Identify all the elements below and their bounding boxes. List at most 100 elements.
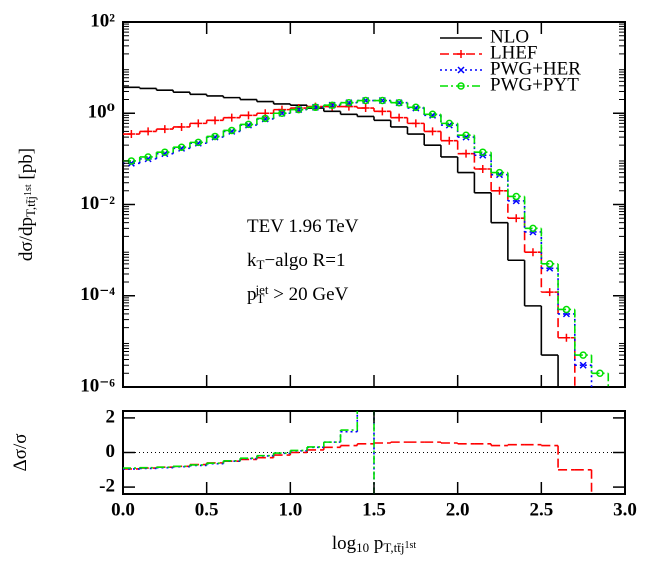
marker [445,119,454,128]
text-part: k [247,250,257,271]
x-tick-label: 1.5 [362,499,386,520]
marker [445,136,454,145]
marker [529,224,537,233]
legend-label: LHEF [490,42,538,63]
y-tick-label: 10⁻² [80,193,115,214]
y-tick-label: 10⁻⁶ [80,375,115,396]
marker [562,333,571,342]
marker [161,148,169,156]
marker [545,288,554,297]
text-part: [pb] [16,148,37,184]
marker [194,119,203,128]
marker [361,104,370,113]
y-tick-label: 10⁰ [88,102,115,123]
y-tick-label: 10² [90,10,115,31]
legend-marker [457,82,465,90]
marker [144,153,152,161]
text-part: 1st [404,540,416,551]
marker [311,103,320,112]
marker [545,260,554,268]
x-tick-label: 1.0 [278,499,302,520]
x-tick-label: 0.5 [195,499,219,520]
x-tick-label: 3.0 [613,499,637,520]
marker [428,127,437,136]
marker [579,351,587,359]
text-part: jet [254,282,268,297]
marker [244,111,253,120]
legend-marker [457,50,465,58]
marker [512,214,521,223]
marker [596,369,604,378]
y-axis-label: dσ/dpT,tt̄j1st [pb] [16,148,38,261]
y-tick-label: 10⁻⁴ [80,284,115,305]
marker [211,132,219,141]
marker [495,168,504,177]
marker [512,192,520,201]
text-part: −algo R=1 [264,250,345,271]
text-part: T,tt̄j [383,540,404,555]
text-part: p [369,533,383,554]
marker [462,149,471,158]
marker [579,361,587,369]
x-tick-label: 2.0 [446,499,470,520]
legend-label: PWG+PYT [490,74,579,95]
text-part: p [247,284,257,305]
annotation: TEV 1.96 TeV [247,216,359,237]
marker [244,120,253,129]
marker [395,113,404,122]
annotation: pTjet > 20 GeV [247,282,349,305]
legend-label: NLO [490,26,529,47]
marker [412,103,420,112]
marker [328,101,336,109]
text-part: dσ/dp [16,217,37,261]
marker [177,122,186,131]
marker [160,125,169,134]
marker [428,110,437,119]
main-plot-area [123,86,610,387]
marker [294,105,303,114]
marker [345,98,353,107]
y-axis-label: Δσ/σ [10,434,31,472]
marker [127,130,136,139]
ratio-plot-area [123,411,625,494]
marker [344,102,353,111]
text-part: TEV 1.96 TeV [247,216,359,237]
text-part: T,tt̄j [23,196,38,217]
marker [495,186,504,195]
marker [227,113,236,122]
marker [228,126,236,135]
text-part: 10 [356,540,369,555]
legend-marker [457,66,465,74]
text-part: T [257,257,265,272]
x-tick-label: 2.5 [529,499,553,520]
marker [479,148,487,156]
y-tick-label: 0 [106,441,116,462]
text-part: T [257,291,265,306]
text-part: > 20 GeV [268,284,348,305]
marker [378,96,387,105]
marker [177,143,186,151]
marker [562,305,571,314]
text-part: Δσ/σ [10,434,31,472]
marker [261,114,269,123]
marker [462,131,470,139]
x-tick-label: 0.0 [111,499,135,520]
marker [378,107,387,116]
y-tick-label: 2 [106,406,116,427]
marker [278,109,286,117]
marker [211,116,220,125]
text-part: 1st [23,184,34,196]
marker [411,119,420,128]
marker [478,164,487,173]
x-axis-label: log10 pT,tt̄j1st [332,533,416,555]
marker [194,138,203,147]
marker [528,248,537,257]
marker [144,127,153,136]
legend-label: PWG+HER [490,58,581,79]
text-part: log [332,533,357,554]
y-tick-label: -2 [99,475,115,496]
marker [361,96,370,105]
marker [395,98,403,107]
